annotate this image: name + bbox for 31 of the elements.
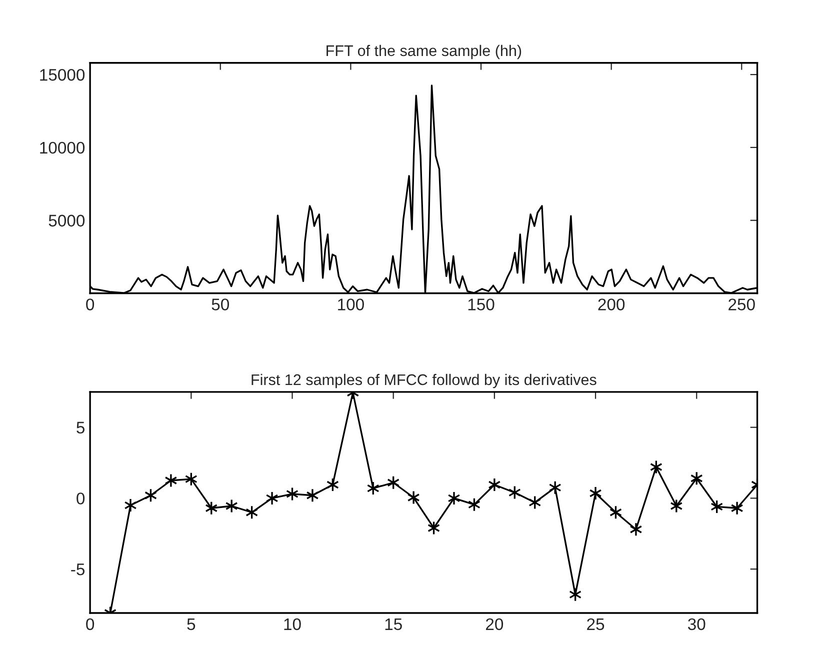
point bbox=[164, 473, 178, 488]
x-tick-label: 0 bbox=[86, 618, 94, 630]
x-tick-label: 250 bbox=[728, 298, 755, 310]
x-tick-label: 15 bbox=[385, 618, 402, 630]
chart-title: FFT of the same sample (hh) bbox=[326, 44, 522, 60]
point bbox=[488, 478, 501, 492]
point bbox=[407, 490, 420, 505]
y-tick-label: -5 bbox=[71, 564, 85, 576]
x-tick-label: 10 bbox=[284, 618, 301, 630]
point bbox=[589, 486, 602, 500]
point bbox=[306, 488, 319, 502]
y-tick-label: 10000 bbox=[40, 142, 85, 154]
point bbox=[730, 501, 744, 516]
x-tick-label: 100 bbox=[338, 298, 364, 310]
x-tick-label: 150 bbox=[468, 298, 494, 310]
x-tick-label: 5 bbox=[187, 618, 196, 630]
y-tick-label: 15000 bbox=[40, 68, 85, 81]
x-tick-label: 30 bbox=[688, 618, 706, 630]
y-tick-label: 5 bbox=[76, 422, 85, 434]
x-tick-label: 200 bbox=[598, 298, 625, 310]
x-tick-label: 25 bbox=[587, 618, 604, 630]
x-tick-label: 50 bbox=[212, 298, 230, 310]
point bbox=[630, 522, 642, 536]
point bbox=[124, 498, 137, 512]
x-tick-label: 20 bbox=[486, 618, 504, 630]
x-tick-label: 0 bbox=[86, 298, 94, 310]
point bbox=[448, 491, 460, 506]
y-tick-label: 5000 bbox=[48, 214, 85, 227]
point bbox=[266, 491, 278, 506]
y-tick-label: 0 bbox=[76, 492, 85, 504]
chart-title: First 12 samples of MFCC followd by its derivatives bbox=[252, 374, 596, 388]
